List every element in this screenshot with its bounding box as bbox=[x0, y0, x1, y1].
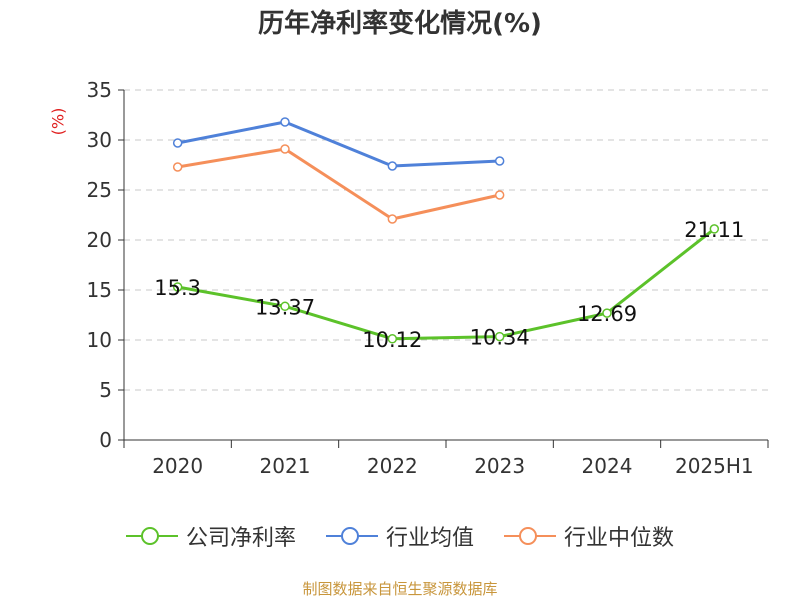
legend-item-industry-median[interactable]: 行业中位数 bbox=[504, 520, 674, 552]
x-tick-label: 2022 bbox=[367, 454, 418, 478]
data-label: 10.34 bbox=[470, 326, 530, 350]
data-point bbox=[602, 308, 612, 318]
data-point bbox=[494, 156, 505, 166]
data-label: 10.12 bbox=[362, 328, 422, 352]
axes: 0 5 10 15 20 25 30 35 2020 2021 2022 2023 2024 2025H1 bbox=[87, 78, 769, 478]
series-group bbox=[172, 117, 720, 344]
data-label: 12.69 bbox=[577, 302, 637, 326]
y-tick-label: 25 bbox=[87, 178, 112, 202]
legend-label: 公司净利率 bbox=[185, 526, 296, 551]
y-tick-label: 0 bbox=[99, 428, 112, 452]
x-tick-label: 2023 bbox=[474, 454, 525, 478]
legend-marker-icon bbox=[504, 526, 556, 546]
x-tick-label: 2021 bbox=[260, 454, 311, 478]
data-point bbox=[387, 214, 398, 224]
legend-marker-icon bbox=[125, 526, 178, 546]
source-note: 制图数据来自恒生聚源数据库 bbox=[302, 580, 498, 598]
data-labels: 15.3 13.37 10.12 10.34 12.69 21.11 bbox=[154, 218, 744, 352]
legend: 公司净利率 行业均值 行业中位数 bbox=[0, 520, 800, 552]
data-point bbox=[494, 331, 505, 342]
x-tick-label: 2025H1 bbox=[675, 454, 754, 478]
y-tick-label: 30 bbox=[87, 128, 112, 152]
legend-marker-icon bbox=[325, 526, 378, 546]
data-label: 15.3 bbox=[154, 276, 201, 300]
x-tick-label: 2024 bbox=[582, 454, 633, 478]
data-point bbox=[280, 144, 290, 154]
x-tick-label: 2020 bbox=[152, 454, 203, 478]
data-label: 21.11 bbox=[684, 218, 744, 242]
data-point bbox=[172, 282, 183, 292]
series-line bbox=[177, 147, 500, 221]
legend-label: 行业中位数 bbox=[564, 526, 675, 551]
series-line bbox=[177, 120, 500, 168]
legend-label: 行业均值 bbox=[385, 526, 474, 551]
legend-item-company[interactable]: 公司净利率 bbox=[125, 520, 296, 552]
series-line bbox=[177, 227, 716, 341]
data-point bbox=[387, 161, 398, 171]
data-point bbox=[494, 190, 505, 200]
data-label: 13.37 bbox=[255, 295, 315, 319]
data-point bbox=[172, 162, 183, 172]
y-tick-label: 15 bbox=[87, 278, 112, 302]
data-point bbox=[172, 138, 183, 148]
y-tick-label: 10 bbox=[87, 328, 112, 352]
data-point bbox=[709, 224, 720, 234]
y-tick-label: 35 bbox=[87, 78, 112, 102]
data-point bbox=[387, 334, 398, 344]
gridlines bbox=[124, 89, 768, 391]
data-point bbox=[280, 117, 290, 127]
legend-item-industry-mean[interactable]: 行业均值 bbox=[325, 520, 474, 552]
y-tick-label: 5 bbox=[99, 378, 112, 402]
chart-title: 历年净利率变化情况(%) bbox=[258, 9, 542, 39]
data-point bbox=[280, 301, 290, 312]
y-tick-label: 20 bbox=[87, 228, 112, 252]
